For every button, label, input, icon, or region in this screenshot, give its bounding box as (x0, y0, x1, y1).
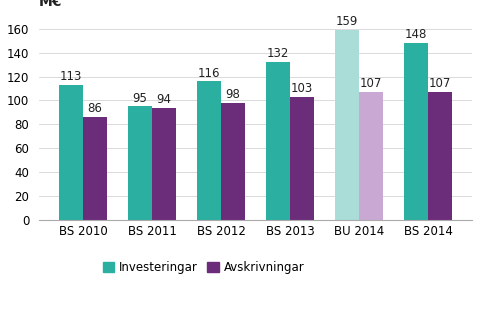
Bar (221, 103, 245, 220)
Bar (197, 81, 221, 220)
Bar (404, 43, 428, 220)
Text: 113: 113 (59, 70, 82, 83)
Text: 86: 86 (88, 102, 103, 115)
Text: 107: 107 (360, 77, 382, 90)
Text: 95: 95 (132, 92, 148, 105)
Text: M€: M€ (39, 0, 62, 9)
Text: 132: 132 (267, 47, 289, 60)
Text: 98: 98 (226, 88, 240, 101)
Text: 107: 107 (429, 77, 452, 90)
Text: 94: 94 (157, 93, 171, 106)
Bar (290, 97, 314, 220)
Bar (83, 117, 107, 220)
Text: 148: 148 (405, 28, 427, 41)
Text: 103: 103 (291, 82, 313, 95)
Legend: Investeringar, Avskrivningar: Investeringar, Avskrivningar (98, 256, 309, 279)
Bar (266, 62, 290, 220)
Bar (428, 92, 452, 220)
Bar (152, 108, 176, 220)
Bar (128, 106, 152, 220)
Bar (335, 30, 359, 220)
Text: 116: 116 (198, 67, 220, 79)
Bar (59, 85, 83, 220)
Bar (359, 92, 383, 220)
Text: 159: 159 (336, 15, 358, 28)
